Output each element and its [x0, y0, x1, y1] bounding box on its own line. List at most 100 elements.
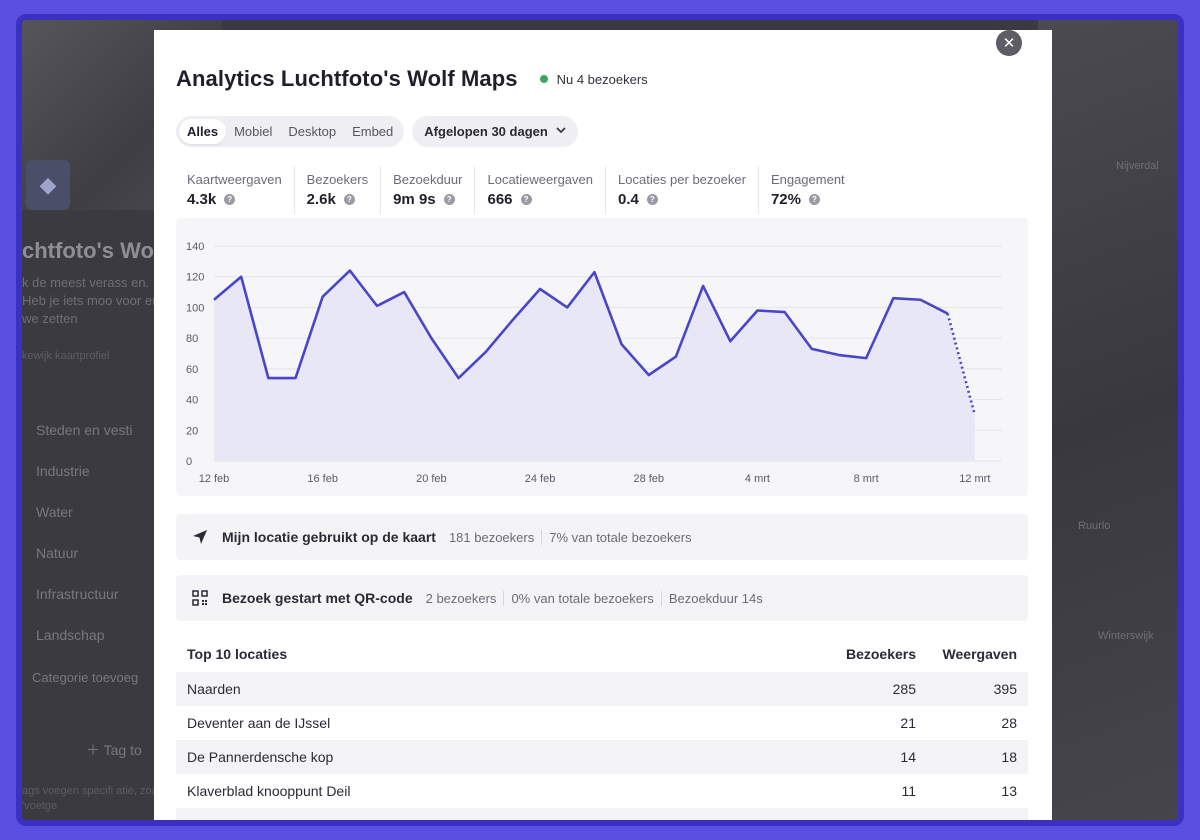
background-add-tag-label: Tag to: [103, 742, 142, 758]
segment-embed[interactable]: Embed: [352, 124, 394, 139]
qr-code-share: 0% van totale bezoekers: [503, 590, 660, 606]
location-name: Naarden: [187, 681, 241, 697]
stat-label: Bezoekers: [306, 172, 369, 187]
location-name: De Pannerdensche kop: [187, 749, 334, 765]
fox-logo-icon: ◆: [26, 160, 70, 210]
table-row[interactable]: Giraffen in Wildlands 11 14: [176, 808, 1028, 826]
table-row[interactable]: Naarden 285 395: [176, 672, 1028, 706]
background-footer: ags voegen specifi atie, zoals 'voetge: [22, 785, 166, 812]
modal-header: Analytics Luchtfoto's Wolf Maps Nu 4 bez…: [176, 66, 648, 92]
help-icon[interactable]: ?: [443, 194, 455, 205]
y-tick-label: 40: [186, 395, 198, 407]
close-button[interactable]: ✕: [996, 30, 1022, 56]
chevron-down-icon: [556, 126, 566, 137]
period-label: Afgelopen 30 dagen: [424, 124, 548, 139]
x-tick-label: 8 mrt: [854, 473, 879, 485]
stat-value: 666: [487, 191, 513, 208]
chart-svg: 0 20 40 60 80 100 120 140 12 feb 16 feb 20 feb 24 f…: [186, 241, 1002, 485]
table-row[interactable]: Deventer aan de IJssel 21 28: [176, 706, 1028, 740]
modal-title: Analytics Luchtfoto's Wolf Maps: [176, 66, 518, 91]
y-tick-label: 20: [186, 425, 198, 437]
location-views: 395: [993, 681, 1017, 697]
location-arrow-icon: [190, 527, 210, 547]
stat-label: Locatieweergaven: [487, 172, 594, 187]
background-categories: Steden en vesti Industrie Water Natuur I…: [36, 410, 133, 656]
qr-code-icon: [190, 588, 210, 608]
location-views: 13: [1001, 783, 1017, 799]
stat-value: 2.6k: [306, 191, 336, 208]
background-add-category: Categorie toevoeg: [32, 670, 139, 685]
y-tick-label: 140: [186, 241, 204, 253]
qr-code-row: Bezoek gestart met QR-code 2 bezoekers 0…: [176, 575, 1028, 621]
stat-label: Locaties per bezoeker: [618, 172, 746, 187]
location-name: Klaverblad knooppunt Deil: [187, 783, 351, 799]
map-label: Nijverdal: [1116, 160, 1159, 172]
live-status-dot: [539, 75, 548, 83]
background-map-right: Nijverdal Ruurlo Winterswijk: [1038, 20, 1178, 820]
filter-bar: Alles Mobiel Desktop Embed Afgelopen 30 …: [176, 116, 578, 147]
map-label: Ruurlo: [1078, 520, 1111, 532]
segment-alles[interactable]: Alles: [179, 119, 227, 144]
x-tick-label: 12 feb: [199, 473, 230, 485]
location-visitors: 11: [901, 783, 916, 799]
stat-value: 9m 9s: [393, 191, 436, 208]
chart-line: [213, 269, 949, 380]
background-category: Industrie: [36, 463, 90, 479]
help-icon[interactable]: ?: [808, 194, 820, 205]
y-tick-label: 60: [186, 364, 198, 376]
my-location-share: 7% van totale bezoekers: [541, 529, 698, 545]
location-name: Deventer aan de IJssel: [187, 715, 331, 731]
segment-desktop[interactable]: Desktop: [288, 124, 337, 139]
stat-label: Kaartweergaven: [187, 172, 282, 187]
period-dropdown[interactable]: Afgelopen 30 dagen: [412, 116, 578, 147]
background-profile-link: kewijk kaartprofiel: [22, 350, 110, 362]
background-category: Steden en vesti: [36, 422, 133, 438]
background-description: k de meest verass en. Heb je iets moo vo…: [22, 275, 160, 326]
stat-bezoekers: Bezoekers 2.6k?: [295, 166, 382, 214]
qr-code-duration: Bezoekduur 14s: [660, 590, 770, 606]
stat-label: Engagement: [770, 172, 845, 187]
table-header: Top 10 locaties Bezoekers Weergaven: [176, 636, 1028, 672]
close-icon: ✕: [1002, 35, 1016, 52]
background-title: chtfoto's Wo: [22, 238, 154, 263]
qr-code-title: Bezoek gestart met QR-code: [222, 590, 413, 606]
location-views: 18: [1001, 749, 1017, 765]
stat-locaties-per-bezoeker: Locaties per bezoeker 0.4?: [606, 166, 759, 214]
column-visitors: Bezoekers: [845, 646, 916, 662]
table-row[interactable]: Klaverblad knooppunt Deil 11 13: [176, 774, 1028, 808]
my-location-title: Mijn locatie gebruikt op de kaart: [222, 529, 436, 545]
y-tick-label: 80: [186, 333, 198, 345]
my-location-row: Mijn locatie gebruikt op de kaart 181 be…: [176, 514, 1028, 560]
stat-label: Bezoekduur: [393, 172, 463, 187]
x-tick-label: 20 feb: [416, 473, 447, 485]
background-add-tag: ＋ Tag to: [86, 742, 142, 758]
stat-bezoekduur: Bezoekduur 9m 9s?: [381, 166, 476, 214]
stat-engagement: Engagement 72%?: [759, 166, 857, 214]
analytics-modal: Analytics Luchtfoto's Wolf Maps Nu 4 bez…: [154, 30, 1052, 826]
segment-mobiel[interactable]: Mobiel: [234, 124, 273, 139]
help-icon[interactable]: ?: [343, 194, 355, 205]
y-tick-label: 100: [186, 302, 204, 314]
stat-locatieweergaven: Locatieweergaven 666?: [475, 166, 607, 214]
background-category: Landschap: [36, 627, 105, 643]
y-tick-label: 0: [186, 456, 192, 468]
live-visitors: Nu 4 bezoekers: [539, 72, 648, 87]
location-visitors: 285: [892, 681, 916, 697]
background-category: Water: [36, 504, 73, 520]
x-tick-label: 28 feb: [633, 473, 664, 485]
x-tick-label: 4 mrt: [745, 473, 770, 485]
stat-value: 72%: [770, 191, 801, 208]
help-icon[interactable]: ?: [520, 194, 532, 205]
visitors-chart: 0 20 40 60 80 100 120 140 12 feb 16 feb 20 feb 24 f…: [176, 218, 1028, 496]
help-icon[interactable]: ?: [646, 194, 658, 205]
location-views: 14: [1001, 817, 1017, 826]
location-name: Giraffen in Wildlands: [187, 817, 316, 826]
location-visitors: 14: [900, 749, 916, 765]
my-location-visitors: 181 bezoekers: [448, 529, 535, 545]
table-row[interactable]: De Pannerdensche kop 14 18: [176, 740, 1028, 774]
help-icon[interactable]: ?: [224, 194, 236, 205]
y-tick-label: 120: [186, 272, 204, 284]
location-visitors: 21: [900, 715, 916, 731]
chart-area: [214, 270, 975, 461]
location-views: 28: [1001, 715, 1017, 731]
